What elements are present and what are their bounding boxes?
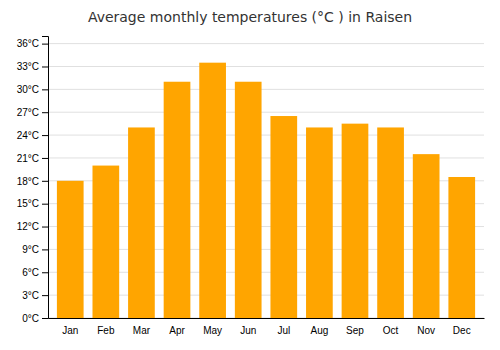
y-axis: 0°C 3°C 6°C 9°C 12°C 15°C 18°C 21°C 24°C 27°C 30°C… bbox=[17, 37, 49, 324]
y-tick-label: 9°C bbox=[22, 244, 39, 255]
y-tick: 21°C bbox=[17, 153, 48, 164]
x-tick-label: Dec bbox=[453, 325, 471, 336]
bar bbox=[128, 127, 155, 318]
y-tick-mark bbox=[42, 44, 48, 45]
y-tick-label: 0°C bbox=[22, 313, 39, 324]
y-tick-label: 24°C bbox=[17, 130, 39, 141]
x-tick: Nov bbox=[417, 325, 435, 336]
y-tick: 30°C bbox=[17, 84, 48, 95]
bar bbox=[92, 166, 119, 318]
x-tick: Dec bbox=[453, 325, 471, 336]
y-tick-label: 30°C bbox=[17, 84, 39, 95]
x-tick-label: Mar bbox=[133, 325, 151, 336]
y-tick-mark bbox=[42, 295, 48, 296]
x-tick-label: Apr bbox=[169, 325, 185, 336]
y-tick-label: 18°C bbox=[17, 176, 39, 187]
x-tick: Jan bbox=[62, 325, 78, 336]
x-tick-label: Jan bbox=[62, 325, 78, 336]
y-tick-mark bbox=[42, 135, 48, 136]
x-tick: Sep bbox=[346, 325, 364, 336]
y-tick: 6°C bbox=[22, 267, 48, 278]
x-tick-label: Nov bbox=[417, 325, 435, 336]
y-axis-line bbox=[42, 37, 49, 319]
grid-line bbox=[48, 66, 484, 67]
y-tick: 24°C bbox=[17, 130, 48, 141]
y-tick-label: 27°C bbox=[17, 107, 39, 118]
grid-line bbox=[48, 135, 484, 136]
y-tick-label: 15°C bbox=[17, 198, 39, 209]
grid-line bbox=[48, 112, 484, 113]
x-tick-label: Jun bbox=[240, 325, 256, 336]
y-tick: 0°C bbox=[22, 313, 48, 324]
y-tick-label: 3°C bbox=[22, 290, 39, 301]
grid bbox=[48, 44, 484, 318]
x-tick: Aug bbox=[310, 325, 328, 336]
y-tick-label: 12°C bbox=[17, 221, 39, 232]
x-axis: Jan Feb Mar Apr May Jun Jul Aug Sep Oct Nov Dec bbox=[49, 319, 485, 337]
bars bbox=[57, 63, 475, 318]
y-tick-label: 6°C bbox=[22, 267, 39, 278]
x-tick-label: Jul bbox=[277, 325, 290, 336]
x-tick-label: Sep bbox=[346, 325, 364, 336]
y-tick: 27°C bbox=[17, 107, 48, 118]
y-tick-mark bbox=[42, 318, 48, 319]
x-tick-label: Oct bbox=[383, 325, 399, 336]
x-tick: Feb bbox=[97, 325, 115, 336]
y-tick: 3°C bbox=[22, 290, 48, 301]
bar bbox=[164, 82, 191, 318]
x-tick: Jul bbox=[277, 325, 290, 336]
x-tick: Oct bbox=[383, 325, 399, 336]
y-tick-label: 36°C bbox=[17, 38, 39, 49]
title: Average monthly temperatures (°C ) in Ra… bbox=[88, 9, 412, 25]
y-tick-mark bbox=[42, 66, 48, 67]
x-tick: May bbox=[203, 325, 222, 336]
x-tick: Apr bbox=[169, 325, 185, 336]
chart: Average monthly temperatures (°C ) in Ra… bbox=[0, 0, 500, 350]
y-tick-mark bbox=[42, 89, 48, 90]
grid-line bbox=[48, 89, 484, 90]
y-tick-mark bbox=[42, 181, 48, 182]
y-tick-mark bbox=[42, 227, 48, 228]
y-tick-label: 33°C bbox=[17, 61, 39, 72]
x-tick-label: Aug bbox=[310, 325, 328, 336]
y-tick: 33°C bbox=[17, 61, 48, 72]
y-tick-mark bbox=[42, 158, 48, 159]
y-tick: 36°C bbox=[17, 38, 48, 49]
bar bbox=[306, 127, 333, 318]
bar bbox=[448, 177, 475, 318]
plot: 0°C 3°C 6°C 9°C 12°C 15°C 18°C 21°C 24°C 27°C 30°C… bbox=[17, 37, 485, 337]
y-tick: 12°C bbox=[17, 221, 48, 232]
bar bbox=[57, 181, 84, 318]
bar bbox=[270, 116, 297, 318]
x-tick-label: Feb bbox=[97, 325, 115, 336]
y-tick: 15°C bbox=[17, 198, 48, 209]
grid-line bbox=[48, 43, 484, 44]
x-tick: Jun bbox=[240, 325, 256, 336]
y-tick: 18°C bbox=[17, 176, 48, 187]
x-axis-line bbox=[49, 318, 485, 319]
y-tick-mark bbox=[42, 272, 48, 273]
bar bbox=[342, 124, 369, 318]
x-tick-label: May bbox=[203, 325, 222, 336]
bar bbox=[377, 127, 404, 318]
y-tick-mark bbox=[42, 249, 48, 250]
x-tick: Mar bbox=[133, 325, 151, 336]
bar bbox=[413, 154, 440, 318]
y-tick-mark bbox=[42, 204, 48, 205]
y-tick-mark bbox=[42, 112, 48, 113]
y-tick-label: 21°C bbox=[17, 153, 39, 164]
bar bbox=[199, 63, 226, 318]
bar bbox=[235, 82, 262, 318]
y-tick: 9°C bbox=[22, 244, 48, 255]
